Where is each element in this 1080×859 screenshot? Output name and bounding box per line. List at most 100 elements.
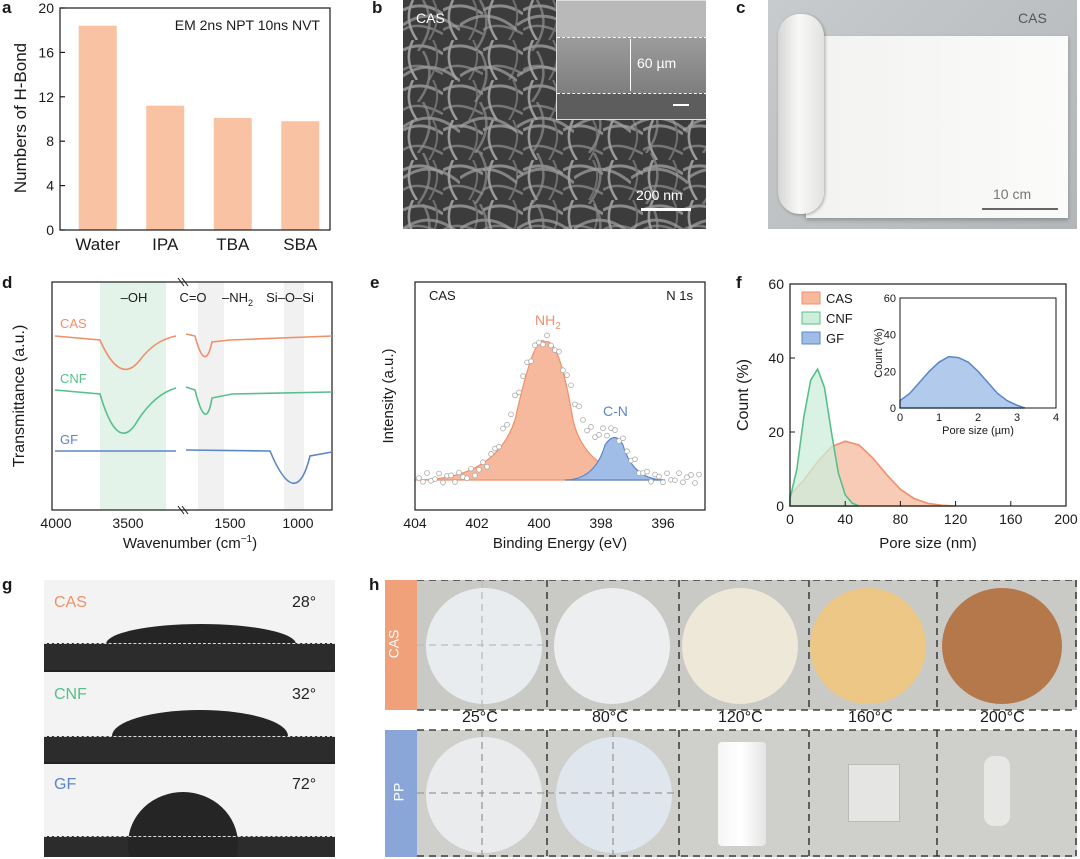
panel-g-contact-angle-images: CAS 28° CNF 32° GF 72° xyxy=(44,580,335,857)
xps-data-point xyxy=(528,358,534,365)
legend-cas-label: CAS xyxy=(60,316,87,331)
cas-disc-80c xyxy=(554,588,670,704)
gf-spectrum xyxy=(55,449,333,485)
bar-ipa xyxy=(146,105,185,230)
nh2-peak-fill xyxy=(414,340,666,481)
legend-cas: CAS xyxy=(826,291,853,306)
raw-data-points xyxy=(416,332,702,486)
xps-data-point xyxy=(568,382,574,389)
xps-xtick-402: 402 xyxy=(465,515,489,531)
xps-data-point xyxy=(416,475,422,481)
xps-data-point xyxy=(672,477,678,483)
xps-data-point xyxy=(520,373,526,379)
xps-data-point xyxy=(684,474,690,480)
contact-angle-gf: 72° xyxy=(292,776,317,793)
xps-data-point xyxy=(596,432,602,438)
panel-b-thickness: 60 µm xyxy=(637,55,677,71)
inset-scalebar xyxy=(673,104,689,106)
temp-label-120c: 120°C xyxy=(718,709,763,726)
xps-data-point xyxy=(420,478,426,485)
xps-data-point xyxy=(496,443,502,450)
panel-f-xtick-label: 120 xyxy=(944,511,968,527)
xtick-1500: 1500 xyxy=(214,515,245,531)
xps-data-point xyxy=(696,471,702,478)
panel-f-legend: CAS CNF GF xyxy=(801,291,853,346)
xps-data-point xyxy=(624,448,630,455)
axis-break-bottom-2 xyxy=(181,505,189,515)
xps-data-point xyxy=(468,466,474,472)
legend-cnf-label: CNF xyxy=(60,371,87,386)
temp-label-25c: 25°C xyxy=(462,709,498,726)
xps-xtick-404: 404 xyxy=(403,515,427,531)
row-label-pp: PP xyxy=(385,730,417,857)
xps-xtick-396: 396 xyxy=(651,515,675,531)
panel-b-inset-cross-section: 60 µm xyxy=(556,0,706,120)
xps-xtick-400: 400 xyxy=(527,515,551,531)
contact-label-cas: CAS xyxy=(54,594,87,611)
inset-frame xyxy=(899,297,1057,409)
pp-disc-80c xyxy=(556,737,672,853)
xps-data-point xyxy=(472,472,478,479)
legend-gf: GF xyxy=(826,331,844,346)
panel-e-label: e xyxy=(370,273,380,292)
xps-data-point xyxy=(516,389,522,396)
pp-shrunk-120c xyxy=(718,742,766,846)
panel-d-frame xyxy=(51,281,333,511)
panel-a-ytick-label: 4 xyxy=(46,178,54,194)
axis-break-top xyxy=(177,277,185,287)
row-label-pp-text: PP xyxy=(390,782,407,802)
xps-data-point xyxy=(504,421,510,428)
panel-a-bar-chart: Numbers of H-Bond EM 2ns NPT 10ns NVT 0 4… xyxy=(11,0,331,254)
contact-label-cnf: CNF xyxy=(54,686,87,703)
panel-f-label: f xyxy=(736,273,742,292)
legend-cnf: CNF xyxy=(826,311,853,326)
bar-tba xyxy=(213,117,252,230)
paper-sheet xyxy=(806,36,1068,218)
xps-data-point xyxy=(548,342,554,349)
pp-melted-160c xyxy=(848,764,900,822)
inset-ytick-label: 60 xyxy=(884,293,896,305)
xps-data-point xyxy=(560,367,566,374)
sio-band-shade xyxy=(284,282,304,510)
xps-data-point xyxy=(584,427,590,434)
axis-break-bottom xyxy=(177,505,185,515)
cas-disc-25c xyxy=(426,588,542,704)
xps-data-point xyxy=(556,348,562,355)
contact-row-gf: GF 72° xyxy=(44,764,335,857)
xps-data-point xyxy=(456,469,462,476)
xps-data-point xyxy=(592,434,598,440)
xps-data-point xyxy=(612,427,618,433)
panel-a-ylabel: Numbers of H-Bond xyxy=(11,43,30,193)
xps-data-point xyxy=(476,466,482,473)
xps-data-point xyxy=(588,424,594,430)
cnf-spectrum xyxy=(54,386,333,434)
inset-ytick-label: 0 xyxy=(890,403,896,415)
cas-disc-200c xyxy=(942,588,1062,704)
xps-data-point xyxy=(604,432,610,439)
xps-data-point xyxy=(644,468,650,475)
inset-ylabel: Count (%) xyxy=(873,328,885,378)
paper-roll xyxy=(778,14,824,214)
panel-c-scalebar-label: 10 cm xyxy=(993,186,1032,202)
panel-f-xtick-label: 0 xyxy=(786,511,794,527)
panel-f-ytick-label: 60 xyxy=(768,276,784,292)
cas-spectrum xyxy=(54,333,333,371)
cas-disc-120c xyxy=(682,588,798,704)
panel-f-ylabel: Count (%) xyxy=(735,359,752,431)
panel-f-xtick-label: 160 xyxy=(999,511,1023,527)
xtick-1000: 1000 xyxy=(282,515,313,531)
contact-angle-cas: 28° xyxy=(292,594,317,611)
panel-d-label: d xyxy=(2,273,13,292)
panel-g-label: g xyxy=(2,575,13,594)
contact-angle-cnf: 32° xyxy=(292,686,317,703)
panel-c-label: c xyxy=(736,0,746,17)
panel-f-ytick-label: 20 xyxy=(768,424,784,440)
inset-ytick-label: 40 xyxy=(884,330,896,342)
panel-f-ytick-label: 40 xyxy=(768,350,784,366)
panel-f-xlabel: Pore size (nm) xyxy=(879,535,977,552)
category-label-water: Water xyxy=(75,235,120,254)
panel-h-dashed-grid xyxy=(417,580,1077,857)
panel-f-xtick-label: 80 xyxy=(893,511,909,527)
category-label-sba: SBA xyxy=(283,235,318,254)
panel-f-frame xyxy=(789,283,1067,507)
